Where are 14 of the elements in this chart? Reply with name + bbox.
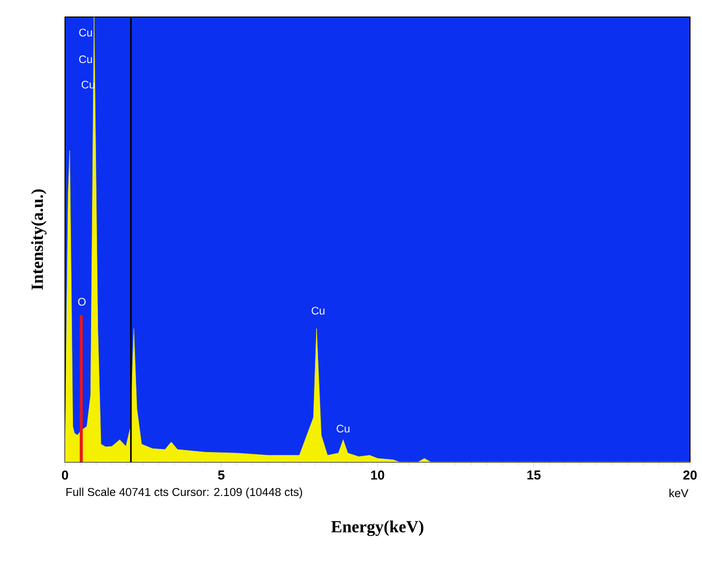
x-tick-label: 5 (218, 470, 224, 480)
text: Full Scale 40741 cts Cursor: 2.109 (10448 cts) (66, 488, 302, 498)
x-tick-label: 0 (62, 470, 68, 480)
text: keV (670, 488, 688, 498)
x-axis-title: Energy(keV) (331, 520, 424, 536)
annotation: Cu (79, 55, 92, 64)
annotation: O (78, 298, 86, 306)
y-axis-title: Intensity(a.u.) (31, 189, 46, 290)
x-tick-label: 20 (683, 470, 697, 480)
annotation: Cu (312, 306, 324, 315)
x-tick-label: 15 (527, 470, 541, 480)
annotation: Cu (336, 424, 350, 432)
annotation: Cu (79, 28, 92, 36)
x-tick-label: 10 (371, 470, 384, 480)
